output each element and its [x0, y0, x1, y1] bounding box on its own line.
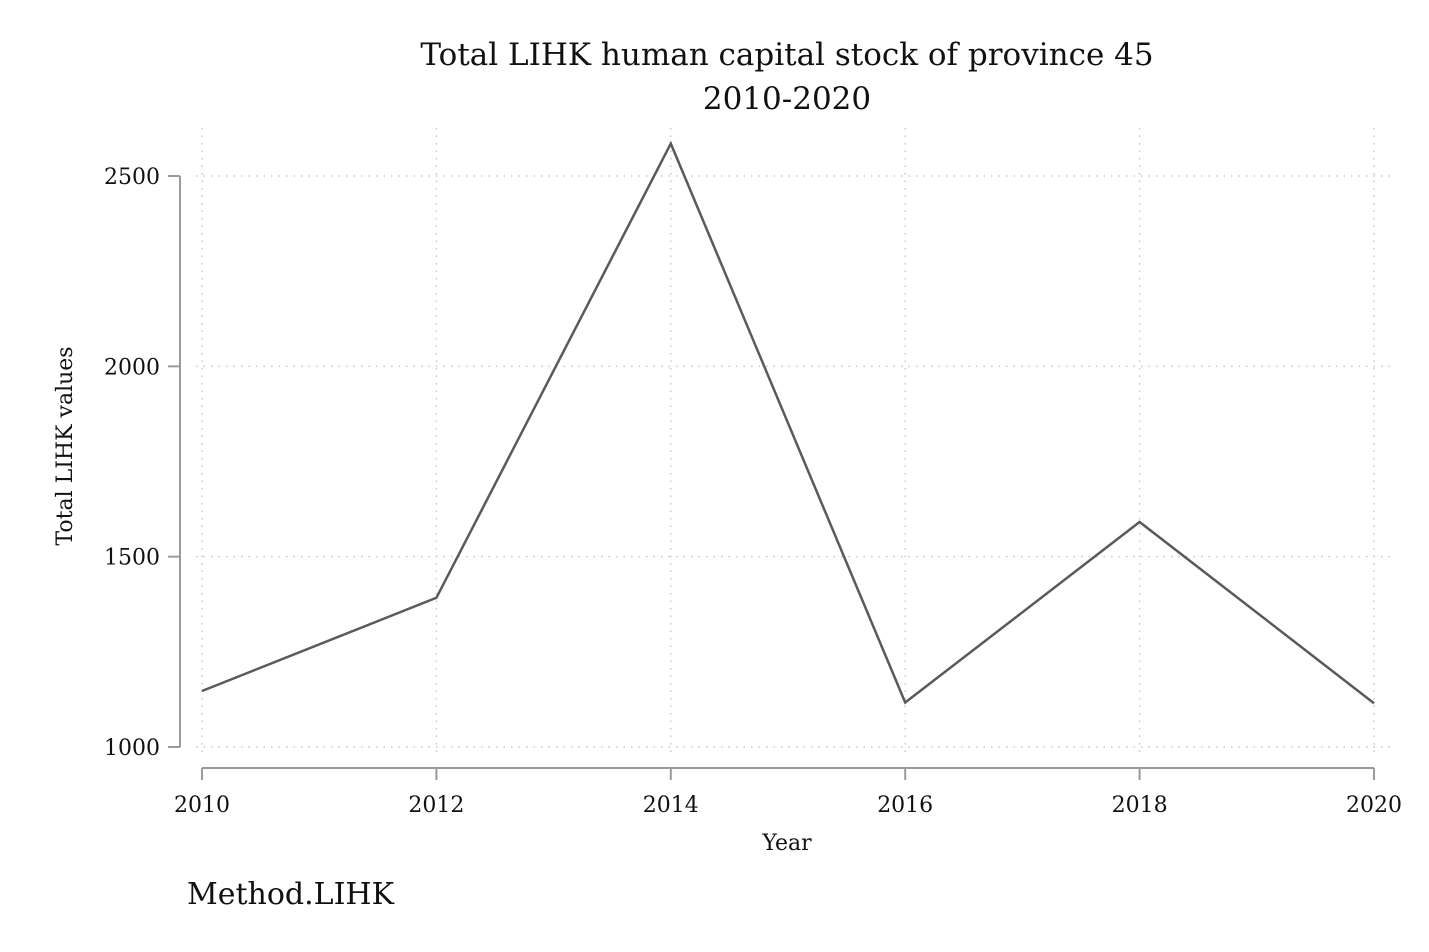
chart-title: Total LIHK human capital stock of provin… — [420, 37, 1153, 73]
x-tick-label: 2014 — [643, 793, 699, 818]
x-tick-label: 2018 — [1112, 793, 1168, 818]
x-tick-label: 2010 — [174, 793, 230, 818]
x-tick-label: 2020 — [1346, 793, 1402, 818]
x-tick-label: 2012 — [408, 793, 464, 818]
x-axis-title: Year — [761, 831, 812, 856]
series-line — [201, 140, 1375, 705]
method-note: Method.LIHK — [187, 877, 395, 912]
y-gridlines — [196, 175, 1396, 748]
x-tick-label: 2016 — [877, 793, 933, 818]
y-axis-title: Total LIHK values — [53, 346, 78, 545]
x-axis-ticks: 2010 2012 2014 2016 2018 2020 — [174, 768, 1402, 818]
x-gridlines — [201, 128, 1375, 752]
y-tick-label: 2500 — [104, 165, 160, 190]
y-tick-label: 2000 — [104, 355, 160, 380]
chart-subtitle: 2010-2020 — [703, 81, 871, 117]
y-tick-label: 1000 — [104, 736, 160, 761]
y-tick-label: 1500 — [104, 546, 160, 571]
y-axis-ticks: 1000 1500 2000 2500 — [104, 165, 180, 761]
